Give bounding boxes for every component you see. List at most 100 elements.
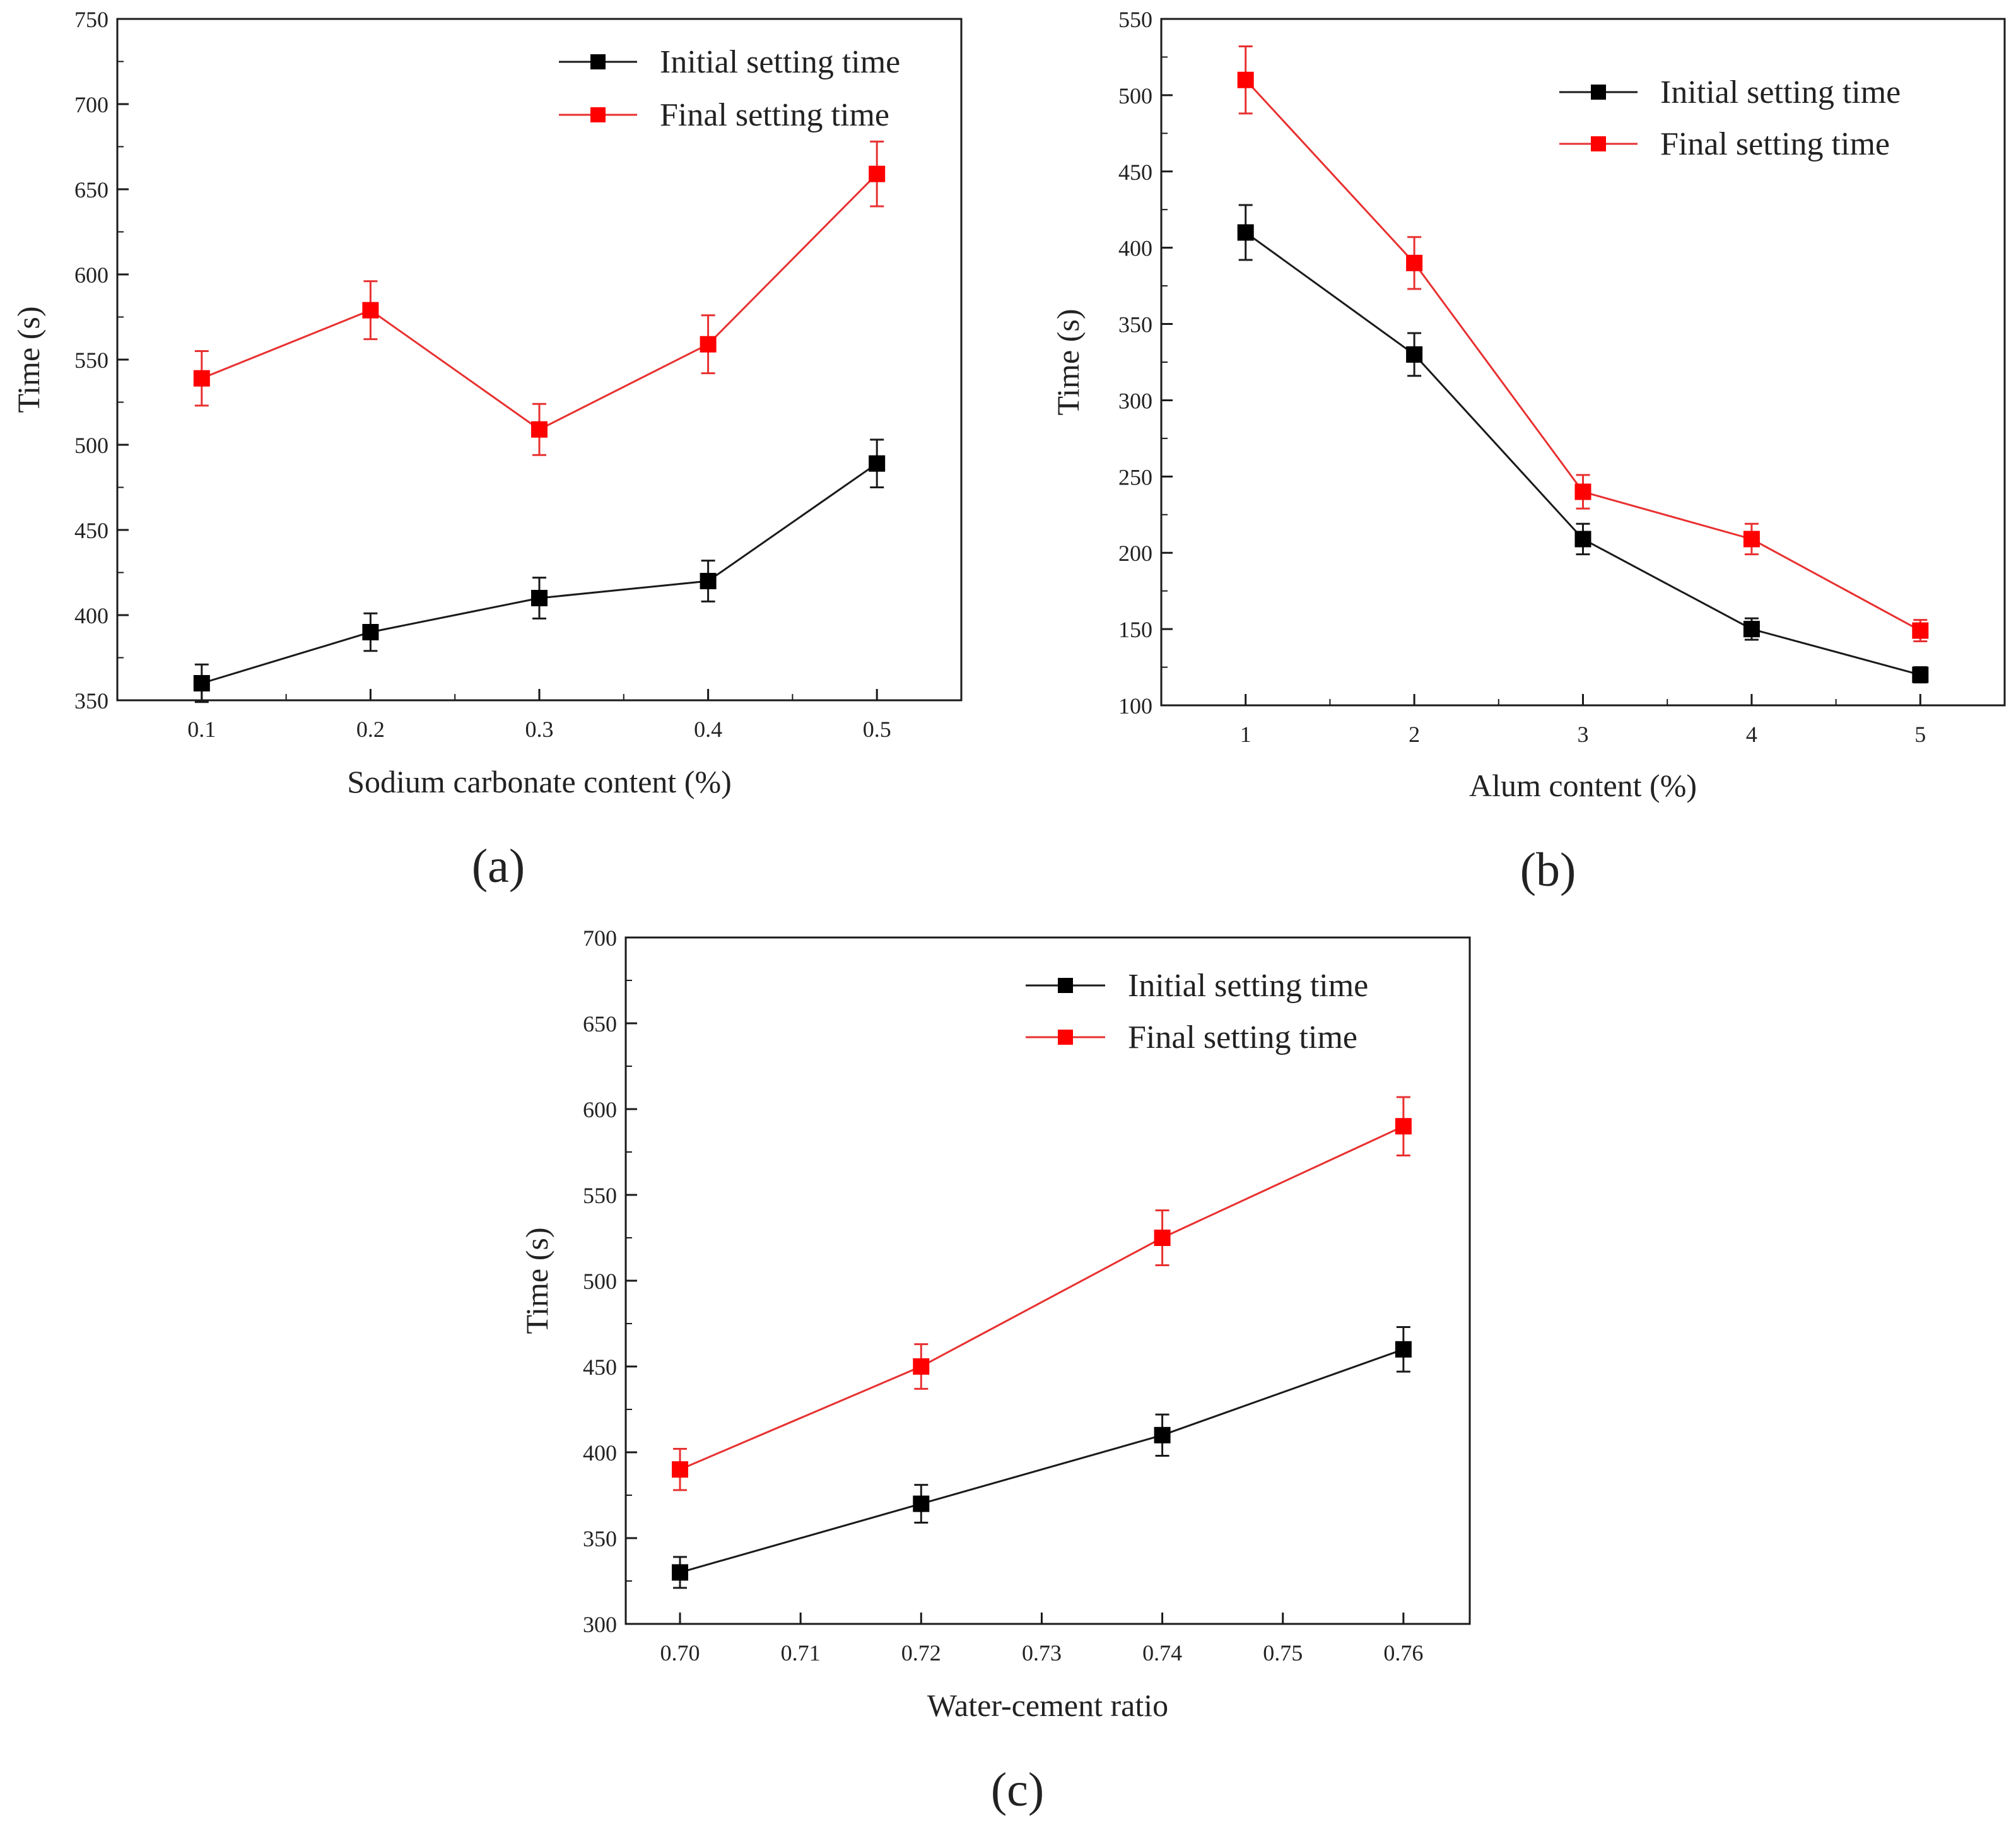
series-final xyxy=(193,140,886,456)
chart-panel-0: 350 400 450 500 550 600 650 700 750 0.1 0.2 0.3 0.4 0… xyxy=(11,7,963,893)
series-initial xyxy=(193,438,886,703)
y-tick-label: 650 xyxy=(74,177,108,203)
x-tick-label: 0.70 xyxy=(660,1640,700,1666)
x-tick-label: 0.71 xyxy=(781,1640,821,1666)
x-axis-label: Water-cement ratio xyxy=(927,1688,1168,1723)
legend: Initial setting time Final setting time xyxy=(559,44,900,133)
y-tick-label: 500 xyxy=(74,433,108,458)
series-initial xyxy=(1237,204,1929,684)
data-point xyxy=(1154,1230,1171,1246)
series-line xyxy=(1245,232,1921,676)
x-axis-label: Alum content (%) xyxy=(1469,768,1697,803)
legend-marker xyxy=(1058,1030,1073,1045)
data-point xyxy=(1912,622,1929,639)
y-axis-label: Time (s) xyxy=(519,1227,554,1334)
data-point xyxy=(700,573,717,589)
y-tick-label: 300 xyxy=(583,1612,617,1637)
y-tick-label: 250 xyxy=(1118,464,1152,490)
chart-panel-2: 300 350 400 450 500 550 600 650 700 0.70 0.71 0.72 0… xyxy=(519,926,1471,1816)
legend-marker xyxy=(1591,136,1606,151)
plot-frame xyxy=(1160,18,2006,707)
data-point xyxy=(362,302,379,319)
x-tick-label: 0.72 xyxy=(901,1640,941,1666)
data-point xyxy=(869,165,886,182)
data-point xyxy=(1237,71,1254,88)
legend-label: Initial setting time xyxy=(1128,968,1368,1004)
y-tick-label: 150 xyxy=(1118,617,1152,642)
data-point xyxy=(531,421,548,438)
y-tick-label: 450 xyxy=(583,1355,617,1380)
data-point xyxy=(869,455,886,472)
y-tick-label: 500 xyxy=(583,1269,617,1294)
data-point xyxy=(1574,483,1591,500)
series-line xyxy=(679,1348,1404,1573)
data-point xyxy=(672,1461,689,1478)
data-point xyxy=(913,1358,930,1375)
y-tick-label: 350 xyxy=(1118,312,1152,338)
x-tick-label: 3 xyxy=(1578,722,1589,747)
x-tick-label: 0.5 xyxy=(863,717,891,742)
y-tick-label: 550 xyxy=(74,348,108,373)
legend-marker xyxy=(1058,978,1073,993)
x-tick-label: 0.4 xyxy=(694,717,722,742)
y-tick-label: 550 xyxy=(583,1183,617,1208)
x-tick-label: 0.73 xyxy=(1022,1640,1062,1666)
x-tick-label: 1 xyxy=(1240,722,1251,747)
x-tick-label: 0.75 xyxy=(1263,1640,1303,1666)
data-point xyxy=(1154,1426,1171,1443)
y-tick-label: 400 xyxy=(583,1440,617,1466)
y-tick-label: 200 xyxy=(1118,541,1152,566)
y-tick-label: 400 xyxy=(1118,236,1152,261)
data-point xyxy=(1743,621,1760,638)
data-point xyxy=(672,1564,689,1581)
y-tick-label: 300 xyxy=(1118,388,1152,413)
legend-label: Initial setting time xyxy=(1660,74,1901,110)
y-tick-label: 450 xyxy=(1118,160,1152,185)
data-point xyxy=(193,370,210,387)
series-initial xyxy=(672,1325,1412,1589)
data-point xyxy=(1406,346,1423,363)
data-point xyxy=(1743,531,1760,548)
data-point xyxy=(1237,224,1254,241)
data-point xyxy=(1574,531,1591,548)
legend: Initial setting time Final setting time xyxy=(1026,968,1368,1055)
data-point xyxy=(531,590,548,606)
panel-caption: (a) xyxy=(472,840,525,893)
x-tick-label: 0.74 xyxy=(1142,1640,1182,1666)
y-tick-label: 500 xyxy=(1118,83,1152,109)
y-tick-label: 750 xyxy=(74,7,108,32)
y-tick-label: 700 xyxy=(583,926,617,951)
series-line xyxy=(201,173,878,431)
x-tick-label: 2 xyxy=(1409,722,1420,747)
series-line xyxy=(679,1125,1404,1471)
data-point xyxy=(1912,666,1929,683)
data-point xyxy=(1395,1341,1412,1358)
y-axis-label: Time (s) xyxy=(1050,309,1086,415)
y-tick-label: 650 xyxy=(583,1011,617,1037)
series-final xyxy=(672,1096,1412,1491)
legend: Initial setting time Final setting time xyxy=(1559,74,1901,162)
x-tick-label: 5 xyxy=(1914,722,1926,747)
y-tick-label: 550 xyxy=(1118,7,1152,32)
x-axis-label: Sodium carbonate content (%) xyxy=(347,764,732,799)
x-tick-label: 0.2 xyxy=(356,717,385,742)
legend-marker xyxy=(1591,85,1606,100)
x-tick-label: 0.76 xyxy=(1383,1640,1423,1666)
y-tick-label: 600 xyxy=(74,262,108,288)
legend-label: Initial setting time xyxy=(660,44,900,80)
legend-label: Final setting time xyxy=(1128,1020,1357,1055)
panel-caption: (b) xyxy=(1520,843,1576,896)
y-tick-label: 700 xyxy=(74,92,108,117)
y-tick-label: 350 xyxy=(74,688,108,714)
legend-label: Final setting time xyxy=(660,97,889,133)
y-axis-label: Time (s) xyxy=(11,306,46,413)
y-tick-label: 400 xyxy=(74,603,108,628)
x-tick-label: 4 xyxy=(1746,722,1757,747)
data-point xyxy=(1395,1118,1412,1135)
x-tick-label: 0.3 xyxy=(525,717,554,742)
data-point xyxy=(913,1495,930,1512)
y-tick-label: 100 xyxy=(1118,693,1152,719)
legend-marker xyxy=(590,107,606,122)
y-tick-label: 600 xyxy=(583,1097,617,1122)
y-tick-label: 350 xyxy=(583,1526,617,1551)
